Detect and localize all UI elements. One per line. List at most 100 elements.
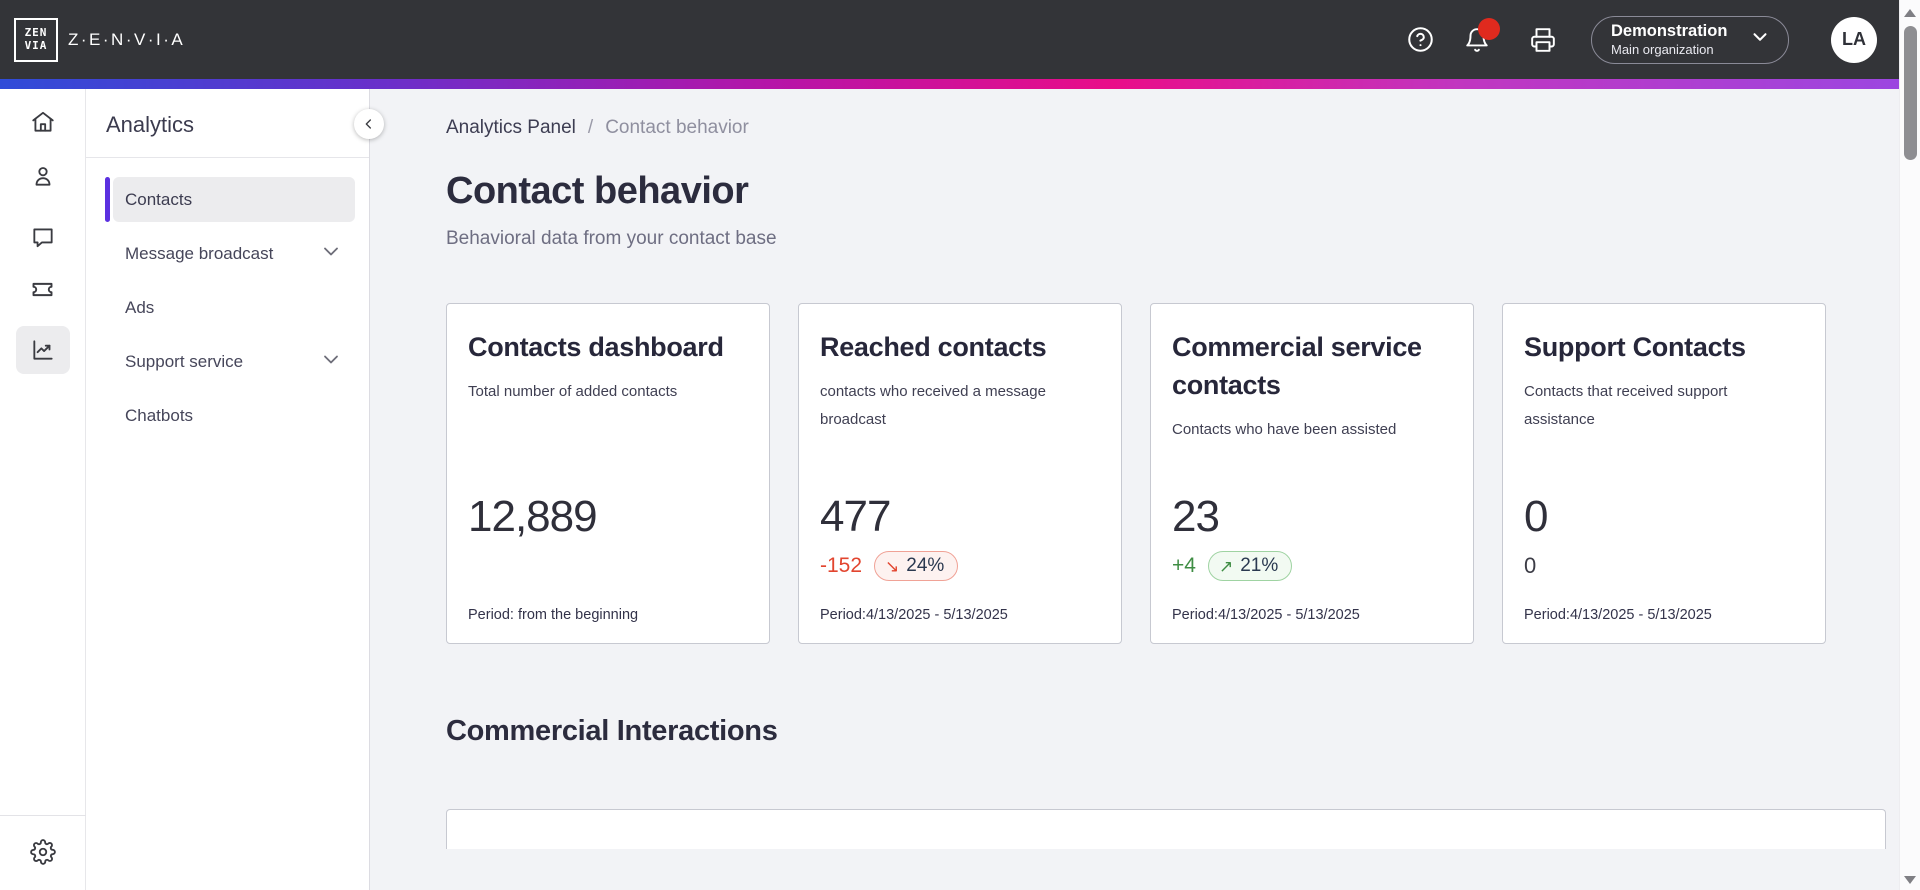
scroll-down-arrow[interactable]	[1904, 876, 1916, 884]
card-value: 477	[820, 492, 891, 541]
sidebar-item-label: Support service	[125, 351, 244, 371]
chevron-down-icon	[319, 347, 343, 376]
notification-dot	[1478, 17, 1500, 40]
trend-badge-down: ↘ 24%	[874, 551, 959, 581]
card-title: Support Contacts	[1524, 332, 1746, 362]
card-value: 23	[1172, 492, 1220, 541]
scroll-up-arrow[interactable]	[1904, 9, 1916, 17]
card-support-contacts: Support Contacts Contacts that received …	[1502, 303, 1826, 644]
card-title: Contacts dashboard	[468, 332, 724, 362]
sidebar-title: Analytics	[106, 112, 195, 137]
rail-item-home[interactable]	[16, 98, 70, 146]
delta-percent: 21%	[1240, 555, 1279, 576]
scrollbar-thumb[interactable]	[1903, 26, 1917, 160]
card-metric: 0 0 Period:4/13/2025 - 5/13/2025	[1524, 492, 1804, 623]
chat-bubble-icon	[32, 228, 53, 248]
sidebar-item-contacts[interactable]: Contacts	[105, 177, 355, 222]
user-avatar[interactable]: LA	[1831, 16, 1877, 63]
trend-badge-up: ↗ 21%	[1207, 551, 1293, 581]
sidebar-item-label: Chatbots	[125, 405, 194, 425]
card-commercial-service-contacts: Commercial service contacts Contacts who…	[1150, 303, 1474, 644]
sidebar-item-label: Contacts	[125, 189, 193, 209]
card-period: Period: from the beginning	[468, 607, 639, 623]
active-indicator-bar	[105, 177, 110, 222]
breadcrumb: Analytics Panel / Contact behavior	[446, 117, 1920, 139]
sidebar-item-chatbots[interactable]: Chatbots	[113, 393, 355, 438]
card-period: Period:4/13/2025 - 5/13/2025	[1524, 607, 1712, 623]
rail-item-settings[interactable]	[16, 828, 70, 876]
print-button[interactable]	[1523, 20, 1563, 60]
trend-down-arrow-icon: ↘	[885, 556, 900, 576]
icon-rail	[0, 89, 86, 890]
logo-line-1: ZEN	[24, 26, 48, 39]
sidebar-item-label: Message broadcast	[125, 243, 274, 263]
delta-value: +4	[1172, 554, 1196, 577]
help-button[interactable]	[1400, 20, 1440, 60]
brand[interactable]: ZEN VIA Z·E·N·V·I·A	[14, 17, 186, 62]
breadcrumb-parent-link[interactable]: Analytics Panel	[446, 117, 576, 138]
rail-item-tickets[interactable]	[16, 265, 70, 313]
organization-text: Demonstration Main organization	[1611, 21, 1727, 58]
organization-subtitle: Main organization	[1611, 41, 1714, 57]
commercial-interactions-card	[446, 809, 1886, 849]
sidebar-item-ads[interactable]: Ads	[113, 285, 355, 330]
zenvia-logo-icon: ZEN VIA	[14, 17, 58, 62]
rail-item-contacts[interactable]	[16, 152, 70, 200]
card-contacts-dashboard: Contacts dashboard Total number of added…	[446, 303, 770, 644]
logo-line-2: VIA	[24, 39, 48, 52]
stat-cards-row: Contacts dashboard Total number of added…	[446, 303, 1920, 644]
card-reached-contacts: Reached contacts contacts who received a…	[798, 303, 1122, 644]
card-metric: 12,889 Period: from the beginning	[468, 492, 748, 623]
card-delta-row: +4 ↗ 21%	[1172, 550, 1452, 582]
chevron-down-icon	[1749, 26, 1771, 53]
delta-percent: 24%	[906, 555, 945, 576]
sidebar-collapse-button[interactable]	[354, 109, 384, 139]
card-period: Period:4/13/2025 - 5/13/2025	[1172, 607, 1360, 623]
card-metric: 477 -152 ↘ 24% Period:4/13/2025 - 5/13/2…	[820, 492, 1100, 623]
rail-item-analytics[interactable]	[15, 326, 70, 374]
main-content: Analytics Panel / Contact behavior Conta…	[370, 89, 1920, 890]
delta-value: 0	[1524, 553, 1537, 578]
card-period: Period:4/13/2025 - 5/13/2025	[820, 607, 1008, 623]
topbar-actions: Demonstration Main organization LA	[1400, 15, 1877, 64]
body: Analytics Contacts Message broadcast Ads	[0, 89, 1920, 890]
breadcrumb-current: Contact behavior	[605, 117, 749, 138]
card-delta-row	[468, 550, 748, 582]
vertical-scrollbar[interactable]	[1899, 0, 1920, 890]
organization-name: Demonstration	[1611, 22, 1728, 41]
sidebar-divider	[86, 157, 369, 158]
brand-wordmark: Z·E·N·V·I·A	[68, 29, 186, 49]
card-description: Contacts that received support assistanc…	[1524, 382, 1728, 428]
card-title: Reached contacts	[820, 332, 1047, 362]
card-title: Commercial service contacts	[1172, 332, 1422, 400]
rail-bottom	[0, 815, 86, 890]
page-title: Contact behavior	[446, 170, 749, 212]
rail-item-conversations[interactable]	[16, 213, 70, 261]
rail-divider	[0, 815, 86, 816]
home-icon	[31, 111, 54, 132]
person-icon	[35, 167, 50, 186]
chevron-left-icon	[365, 119, 371, 129]
brand-gradient-bar	[0, 79, 1920, 89]
notifications-button[interactable]	[1457, 17, 1500, 60]
trend-up-arrow-icon: ↗	[1218, 556, 1234, 576]
ticket-icon	[32, 282, 53, 296]
settings-gear-icon	[29, 839, 56, 865]
card-description: Total number of added contacts	[468, 382, 678, 400]
printer-icon	[1531, 27, 1555, 52]
chevron-down-icon	[319, 239, 343, 268]
top-bar: ZEN VIA Z·E·N·V·I·A	[0, 0, 1920, 79]
sidebar-menu: Contacts Message broadcast Ads Support s…	[86, 158, 369, 438]
sidebar: Analytics Contacts Message broadcast Ads	[86, 89, 384, 890]
sidebar-item-message-broadcast[interactable]: Message broadcast	[113, 231, 355, 276]
sidebar-item-support-service[interactable]: Support service	[113, 339, 355, 384]
delta-value: -152	[820, 554, 863, 577]
breadcrumb-separator: /	[587, 117, 594, 138]
sidebar-item-label: Ads	[125, 297, 155, 317]
line-chart-icon	[32, 340, 53, 360]
card-description: contacts who received a message broadcas…	[820, 382, 1046, 428]
card-description: Contacts who have been assisted	[1172, 420, 1397, 438]
organization-switcher[interactable]: Demonstration Main organization	[1591, 15, 1789, 64]
card-delta-row: 0	[1524, 550, 1804, 582]
